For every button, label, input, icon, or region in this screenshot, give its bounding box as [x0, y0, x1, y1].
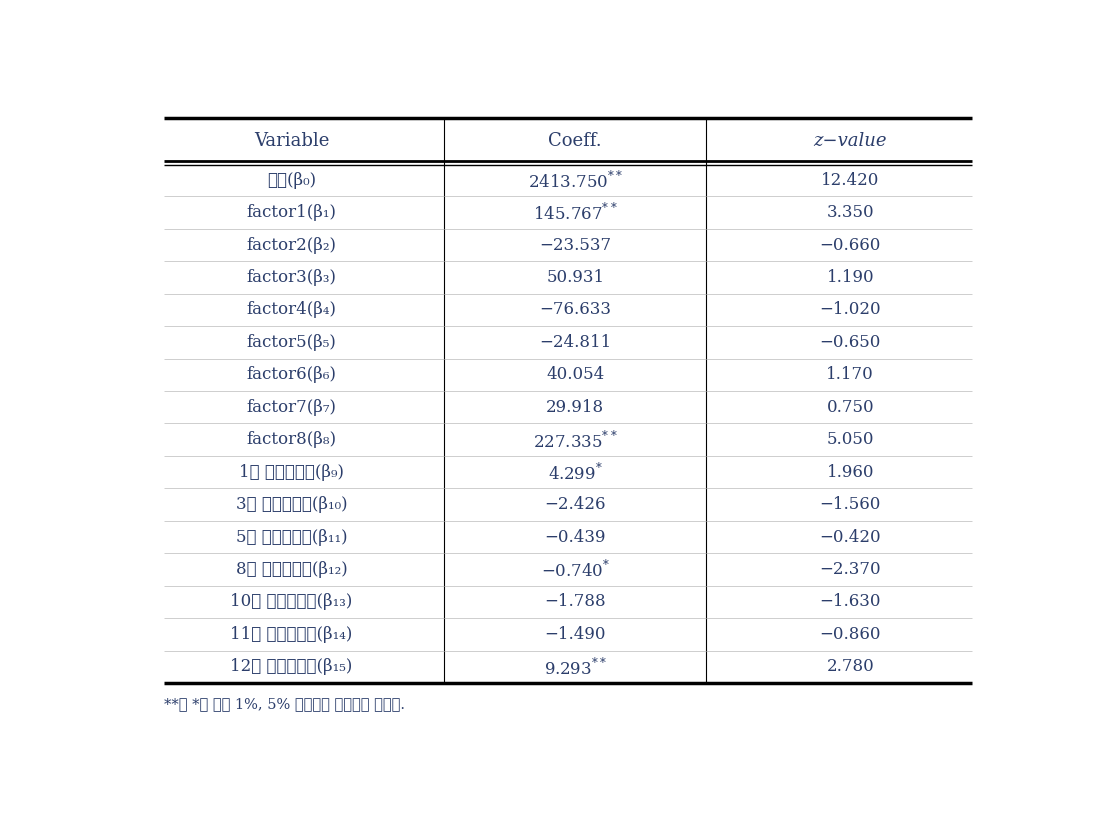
Text: 1.960: 1.960	[826, 463, 874, 481]
Text: 10월 누적강수량(β₁₃): 10월 누적강수량(β₁₃)	[231, 593, 353, 610]
Text: factor6(β₆): factor6(β₆)	[246, 367, 337, 383]
Text: −0.660: −0.660	[820, 236, 881, 254]
Text: −1.490: −1.490	[545, 626, 606, 643]
Text: 1월 누적강수량(β₉): 1월 누적강수량(β₉)	[240, 463, 344, 481]
Text: Variable: Variable	[254, 132, 329, 150]
Text: 9.293$^{\mathregular{**}}$: 9.293$^{\mathregular{**}}$	[543, 656, 607, 677]
Text: 3.350: 3.350	[826, 204, 874, 221]
Text: 1.170: 1.170	[826, 367, 874, 383]
Text: 4.299$^{\mathregular{*}}$: 4.299$^{\mathregular{*}}$	[548, 461, 602, 483]
Text: −0.740$^{\mathregular{*}}$: −0.740$^{\mathregular{*}}$	[540, 558, 610, 581]
Text: factor7(β₇): factor7(β₇)	[246, 399, 337, 415]
Text: 8월 누적강수량(β₁₂): 8월 누적강수량(β₁₂)	[236, 561, 347, 578]
Text: −0.439: −0.439	[545, 529, 606, 545]
Text: **와 *는 각각 1%, 5% 수준에서 유의함을 의미함.: **와 *는 각각 1%, 5% 수준에서 유의함을 의미함.	[164, 697, 406, 711]
Text: 1.190: 1.190	[826, 269, 874, 286]
Text: 상수(β₀): 상수(β₀)	[267, 172, 316, 188]
Text: 12월 누적강수량(β₁₅): 12월 누적강수량(β₁₅)	[231, 658, 353, 676]
Text: 11월 누적강수량(β₁₄): 11월 누적강수량(β₁₄)	[231, 626, 353, 643]
Text: −2.426: −2.426	[545, 496, 606, 513]
Text: −0.420: −0.420	[820, 529, 881, 545]
Text: −1.630: −1.630	[820, 593, 881, 610]
Text: 2413.750$^{\mathregular{**}}$: 2413.750$^{\mathregular{**}}$	[528, 169, 623, 191]
Text: −23.537: −23.537	[539, 236, 611, 254]
Text: −1.788: −1.788	[545, 593, 606, 610]
Text: −1.020: −1.020	[820, 301, 881, 319]
Text: −2.370: −2.370	[820, 561, 881, 578]
Text: −76.633: −76.633	[539, 301, 611, 319]
Text: 145.767$^{\mathregular{**}}$: 145.767$^{\mathregular{**}}$	[533, 202, 618, 224]
Text: −24.811: −24.811	[539, 334, 611, 351]
Text: 3월 누적강수량(β₁₀): 3월 누적강수량(β₁₀)	[236, 496, 347, 513]
Text: 0.750: 0.750	[826, 399, 874, 415]
Text: 12.420: 12.420	[821, 172, 879, 188]
Text: −0.860: −0.860	[820, 626, 881, 643]
Text: 2.780: 2.780	[826, 658, 874, 676]
Text: 5.050: 5.050	[826, 431, 874, 449]
Text: −1.560: −1.560	[820, 496, 881, 513]
Text: factor3(β₃): factor3(β₃)	[246, 269, 337, 286]
Text: 5월 누적강수량(β₁₁): 5월 누적강수량(β₁₁)	[236, 529, 347, 545]
Text: Coeff.: Coeff.	[549, 132, 602, 150]
Text: 227.335$^{\mathregular{**}}$: 227.335$^{\mathregular{**}}$	[533, 429, 618, 451]
Text: factor1(β₁): factor1(β₁)	[246, 204, 337, 221]
Text: −0.650: −0.650	[820, 334, 881, 351]
Text: factor2(β₂): factor2(β₂)	[246, 236, 337, 254]
Text: factor4(β₄): factor4(β₄)	[246, 301, 337, 319]
Text: 40.054: 40.054	[546, 367, 604, 383]
Text: factor8(β₈): factor8(β₈)	[246, 431, 337, 449]
Text: z−value: z−value	[814, 132, 887, 150]
Text: 29.918: 29.918	[546, 399, 604, 415]
Text: 50.931: 50.931	[546, 269, 604, 286]
Text: factor5(β₅): factor5(β₅)	[246, 334, 336, 351]
